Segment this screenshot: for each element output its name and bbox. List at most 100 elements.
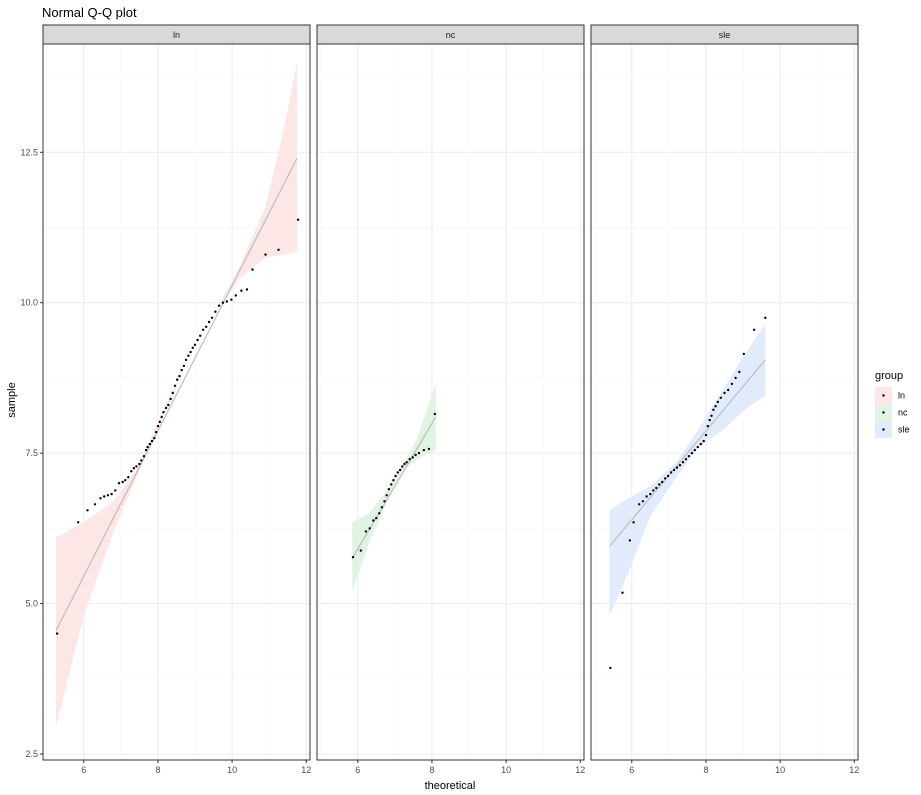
facet-strip-label: nc [446, 30, 456, 40]
qq-point [408, 458, 411, 461]
qq-point [110, 492, 113, 496]
qq-point [178, 374, 181, 378]
qq-point [171, 391, 174, 395]
qq-point [160, 415, 163, 419]
qq-point [132, 467, 136, 470]
qq-point [230, 298, 233, 301]
legend-item-sle: sle [875, 421, 910, 438]
x-tick-label: 8 [703, 765, 708, 775]
x-tick-label: 12 [849, 765, 859, 775]
qq-point [277, 248, 280, 251]
qq-point [380, 506, 384, 509]
y-tick-label: 2.5 [25, 749, 38, 759]
qq-point [753, 328, 756, 331]
qq-point [167, 403, 170, 407]
qq-point [394, 474, 397, 478]
qq-point [351, 556, 355, 559]
qq-point [156, 424, 160, 428]
legend-label-sle: sle [898, 425, 910, 435]
qq-point [690, 451, 694, 455]
qq-point [417, 451, 421, 455]
x-axis-title: theoretical [425, 780, 476, 792]
qq-point [621, 591, 624, 594]
qq-point [154, 430, 158, 434]
qq-point [153, 436, 156, 440]
qq-point [401, 465, 404, 468]
qq-point [723, 391, 726, 395]
qq-point [187, 354, 190, 357]
qq-point [184, 358, 188, 362]
qq-point [173, 384, 177, 387]
qq-point [405, 461, 408, 464]
qq-point [727, 388, 730, 392]
qq-point [180, 368, 183, 372]
legend-label-nc: nc [898, 408, 908, 418]
y-tick-label: 7.5 [25, 448, 38, 458]
y-tick-label: 5.0 [25, 599, 38, 609]
legend: group ln nc sle [875, 370, 910, 438]
x-tick-label: 10 [775, 765, 785, 775]
qq-point [142, 455, 146, 458]
qq-point [130, 470, 133, 473]
qq-point [719, 396, 722, 399]
panel-sle: sle [590, 24, 859, 761]
qq-point [632, 521, 635, 524]
qq-point [398, 468, 402, 472]
qq-point [712, 408, 715, 411]
qq-point [385, 494, 388, 497]
qq-point [427, 447, 431, 451]
x-tick-label: 10 [227, 765, 237, 775]
qq-point [375, 516, 378, 520]
qq-point [641, 500, 645, 503]
qq-point [296, 218, 300, 221]
panel-ln: ln [42, 24, 311, 761]
facet-strip [42, 24, 311, 45]
qq-point [738, 370, 741, 374]
qq-point [411, 456, 414, 459]
qq-point [135, 465, 138, 468]
qq-point [140, 459, 143, 462]
qq-point [684, 458, 688, 461]
qq-point [669, 471, 673, 474]
qq-reference-line-nc [351, 416, 437, 559]
x-axis-ticks: 6 8 10 12 6 8 10 12 6 8 10 12 [81, 760, 859, 775]
qq-point [403, 462, 406, 466]
y-tick-label: 10.0 [20, 298, 38, 308]
qq-point [217, 304, 221, 307]
qq-point [645, 495, 648, 498]
x-tick-label: 10 [501, 765, 511, 775]
qq-point [93, 503, 97, 506]
legend-label-ln: ln [898, 391, 905, 401]
qq-point [678, 464, 682, 467]
qq-point [378, 512, 381, 515]
qq-point [392, 479, 395, 482]
qq-point [245, 288, 249, 291]
qq-point [99, 497, 102, 500]
qq-point [414, 453, 417, 457]
qq-point [251, 268, 254, 271]
qq-point [714, 405, 717, 408]
legend-title: group [875, 370, 903, 382]
qq-point [706, 424, 709, 428]
y-axis-title: sample [6, 382, 18, 417]
qq-point [702, 439, 705, 443]
qq-point [144, 448, 148, 452]
qq-point [708, 418, 711, 422]
qq-point [666, 474, 670, 478]
qq-point [214, 310, 217, 313]
facet-strip-label: ln [173, 30, 180, 40]
qq-point [202, 328, 205, 331]
qq-point [240, 289, 243, 292]
qq-point [628, 539, 632, 542]
qq-point [387, 488, 391, 491]
qq-point [148, 442, 151, 446]
qq-point [734, 376, 737, 380]
qq-point [681, 461, 685, 464]
qq-point [158, 420, 161, 424]
qq-point [368, 527, 371, 530]
qq-point [655, 486, 658, 490]
qq-point [658, 483, 661, 486]
chart-title: Normal Q-Q plot [42, 5, 137, 20]
